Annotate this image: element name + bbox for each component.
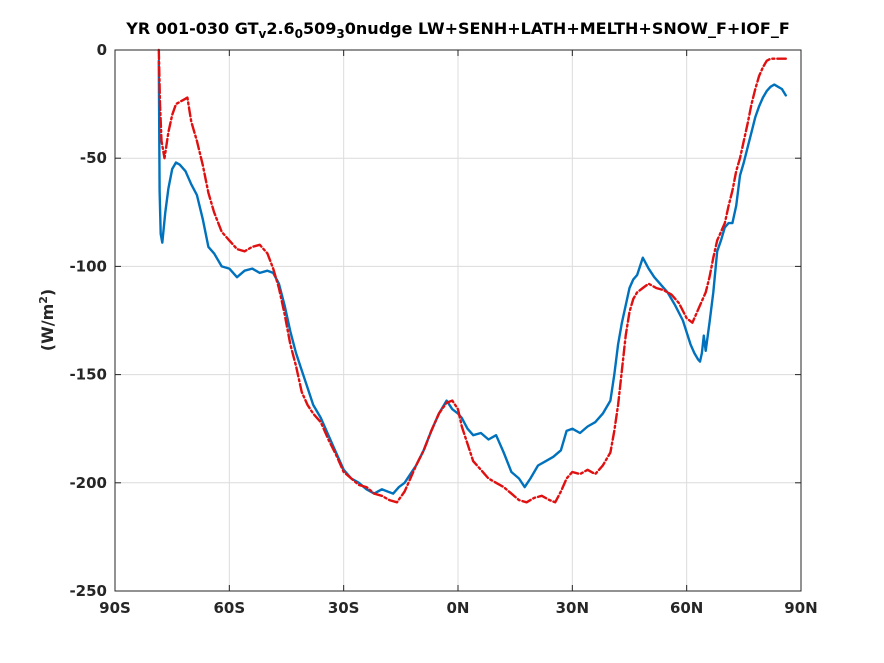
- series-layer: [157, 48, 787, 504]
- y-tick-label: -200: [69, 474, 107, 492]
- chart-title: YR 001-030 GTv2.6050930nudge LW+SENH+LAT…: [125, 19, 790, 41]
- y-axis-label-suffix: ): [38, 289, 57, 296]
- y-tick-labels: 0 -50 -100 -150 -200 -250: [69, 41, 107, 600]
- y-tick-label: -100: [69, 257, 107, 275]
- series-line-1: [157, 59, 787, 495]
- y-axis-label: (W/m2): [37, 289, 58, 351]
- y-axis-label-sup: 2: [37, 296, 50, 304]
- chart-title-mid1: 2.6: [266, 19, 294, 38]
- series-line-2: [157, 48, 787, 504]
- grid: [115, 50, 801, 591]
- chart-title-sub3: 3: [336, 27, 344, 41]
- x-tick-label: 0N: [447, 599, 470, 617]
- x-tick-label: 30N: [556, 599, 589, 617]
- x-tick-labels: 90S 60S 30S 0N 30N 60N 90N: [99, 599, 818, 617]
- y-tick-label: -50: [80, 149, 107, 167]
- chart-title-mid2: 509: [303, 19, 336, 38]
- x-tick-label: 30S: [328, 599, 360, 617]
- y-tick-label: -250: [69, 582, 107, 600]
- chart-title-suffix: 0nudge LW+SENH+LATH+MELTH+SNOW_F+IOF_F: [345, 19, 790, 38]
- x-tick-label: 60S: [213, 599, 245, 617]
- y-tick-label: 0: [97, 41, 107, 59]
- x-tick-label: 60N: [670, 599, 703, 617]
- x-tick-label: 90S: [99, 599, 131, 617]
- y-axis-label-prefix: (W/m: [38, 304, 57, 351]
- chart-title-prefix: YR 001-030 GT: [125, 19, 258, 38]
- y-tick-label: -150: [69, 366, 107, 384]
- x-tick-label: 90N: [784, 599, 817, 617]
- chart-title-sub1: v: [258, 27, 266, 41]
- ticks: [114, 49, 802, 592]
- chart-title-sub2: 0: [295, 27, 303, 41]
